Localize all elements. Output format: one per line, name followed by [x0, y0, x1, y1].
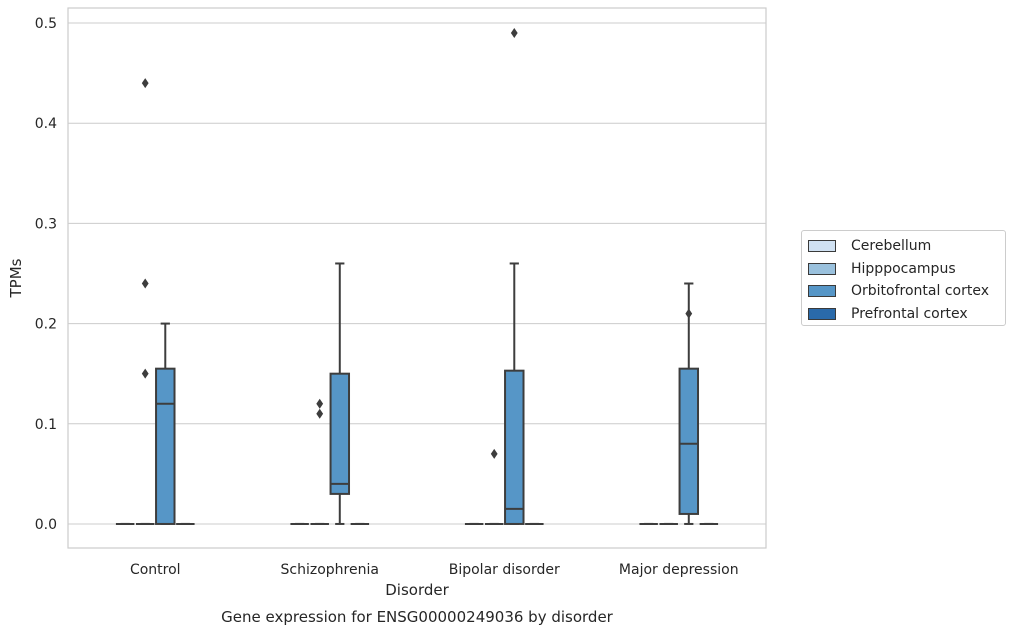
legend-label: Orbitofrontal cortex	[851, 283, 989, 299]
outlier-point	[316, 398, 324, 409]
plot-area	[67, 7, 767, 549]
legend-swatch	[808, 240, 836, 252]
box-iqr	[504, 369, 525, 525]
box-orbitofrontal-cortex	[155, 322, 176, 525]
outlier-point	[141, 368, 149, 379]
outlier-point	[141, 278, 149, 289]
x-tick-label: Schizophrenia	[281, 562, 379, 578]
box-iqr	[329, 372, 351, 495]
box-hipppocampus	[135, 78, 155, 525]
legend-swatch	[808, 307, 836, 320]
y-tick-label: 0.1	[35, 417, 57, 433]
legend: Cerebellum Hipppocampus Orbitofrontal cort…	[801, 230, 1006, 326]
box-hipppocampus	[484, 448, 504, 525]
legend-item: Hipppocampus	[808, 259, 956, 279]
y-axis-label: TPMs	[7, 258, 25, 298]
legend-swatch	[808, 285, 836, 297]
box-iqr	[678, 367, 700, 515]
y-tick-label: 0.3	[35, 216, 57, 232]
box-orbitofrontal-cortex	[504, 28, 525, 525]
outlier-point	[141, 78, 149, 89]
box-orbitofrontal-cortex	[329, 262, 351, 525]
legend-item: Cerebellum	[808, 236, 931, 256]
legend-swatch	[808, 262, 836, 275]
x-tick-labels: Control Schizophrenia Bipolar disorder Majo…	[130, 562, 739, 578]
y-tick-labels: 0.0 0.1 0.2 0.3 0.4 0.5	[35, 16, 57, 533]
outlier-point	[316, 408, 324, 419]
legend-label: Hipppocampus	[851, 260, 956, 277]
outlier-point	[510, 28, 518, 39]
y-tick-label: 0.0	[35, 517, 57, 533]
box-hipppocampus	[310, 398, 329, 525]
outlier-point	[490, 448, 498, 459]
chart-caption: Gene expression for ENSG00000249036 by d…	[221, 608, 614, 626]
legend-item: Prefrontal cortex	[808, 304, 968, 324]
x-axis-label: Disorder	[385, 581, 449, 599]
x-tick-label: Control	[130, 562, 181, 578]
box-series	[115, 28, 719, 525]
legend-label: Prefrontal cortex	[851, 305, 968, 322]
y-tick-label: 0.5	[35, 16, 57, 32]
box-orbitofrontal-cortex	[678, 282, 700, 525]
outlier-point	[685, 308, 693, 319]
legend-item: Orbitofrontal cortex	[808, 281, 989, 301]
y-tick-label: 0.4	[35, 116, 57, 132]
legend-label: Cerebellum	[851, 238, 932, 254]
y-tick-label: 0.2	[35, 317, 57, 333]
box-iqr	[155, 367, 176, 525]
x-tick-label: Major depression	[619, 562, 739, 578]
x-tick-label: Bipolar disorder	[449, 562, 560, 578]
